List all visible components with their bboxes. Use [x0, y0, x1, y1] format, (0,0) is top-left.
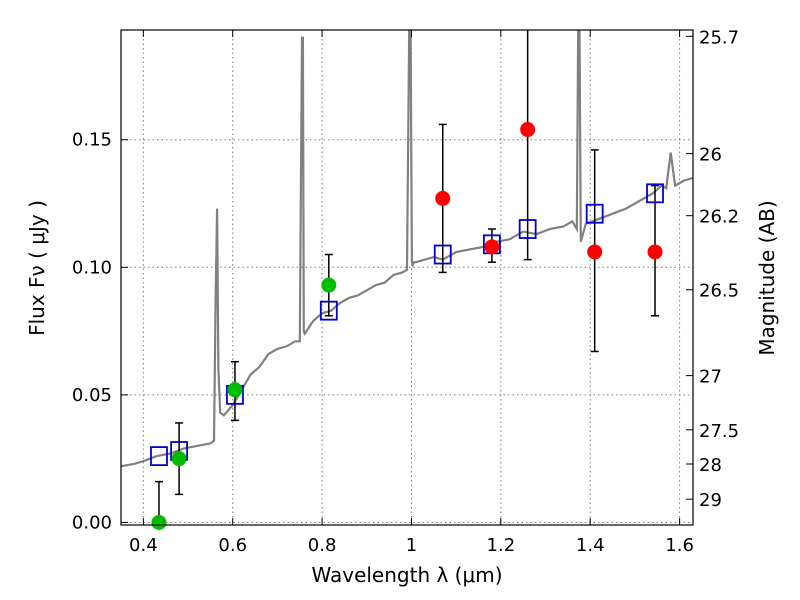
model-photometry-square — [518, 219, 537, 239]
mag-tick-label: 27 — [699, 367, 722, 388]
red-point — [587, 244, 603, 260]
y-tick-label: 0.05 — [72, 385, 112, 406]
x-tick-label: 0.4 — [129, 535, 158, 556]
x-tick-label: 1.6 — [665, 535, 694, 556]
mag-tick-label: 27.5 — [699, 421, 739, 442]
model-photometry-square — [585, 203, 604, 224]
axes: 0.4 0.6 0.8 1 1.2 1.4 1.6 0.00 0.05 0.10 0.15 25.7 2… — [72, 27, 739, 556]
mag-tick-label: 26.5 — [699, 281, 739, 302]
model-photometry-square — [319, 300, 338, 321]
mag-tick-label: 25.7 — [699, 27, 739, 48]
green-point — [227, 382, 243, 398]
red-point — [520, 122, 536, 138]
green-point — [321, 277, 337, 293]
mag-tick-label: 28 — [699, 455, 722, 476]
x-tick-label: 1 — [406, 535, 417, 556]
plot-frame — [120, 29, 694, 526]
x-tick-label: 1.2 — [487, 535, 516, 556]
y-axis-right-title: Magnitude (AB) — [755, 200, 779, 355]
model-photometry-square — [646, 183, 664, 204]
y-tick-label: 0.00 — [72, 512, 112, 533]
x-tick-label: 0.6 — [218, 535, 247, 556]
plot-area — [121, 30, 693, 530]
x-axis-title: Wavelength λ (μm) — [311, 563, 502, 587]
x-tick-label: 0.8 — [308, 535, 337, 556]
model-spectrum-line — [121, 30, 693, 468]
mag-tick-label: 26.2 — [699, 207, 739, 228]
red-point — [484, 239, 500, 255]
y-axis-title: Flux Fν ( μJy ) — [25, 200, 49, 336]
x-tick-label: 1.4 — [576, 535, 605, 556]
y-tick-label: 0.10 — [72, 257, 112, 278]
green-point — [171, 451, 187, 467]
model-photometry-square — [433, 244, 452, 265]
red-point — [647, 244, 663, 260]
red-point — [435, 190, 451, 206]
mag-tick-label: 26 — [699, 145, 722, 166]
mag-tick-label: 29 — [699, 490, 722, 511]
model-photometry-square — [150, 446, 168, 467]
y-tick-label: 0.15 — [72, 130, 112, 151]
green-point — [151, 514, 167, 530]
